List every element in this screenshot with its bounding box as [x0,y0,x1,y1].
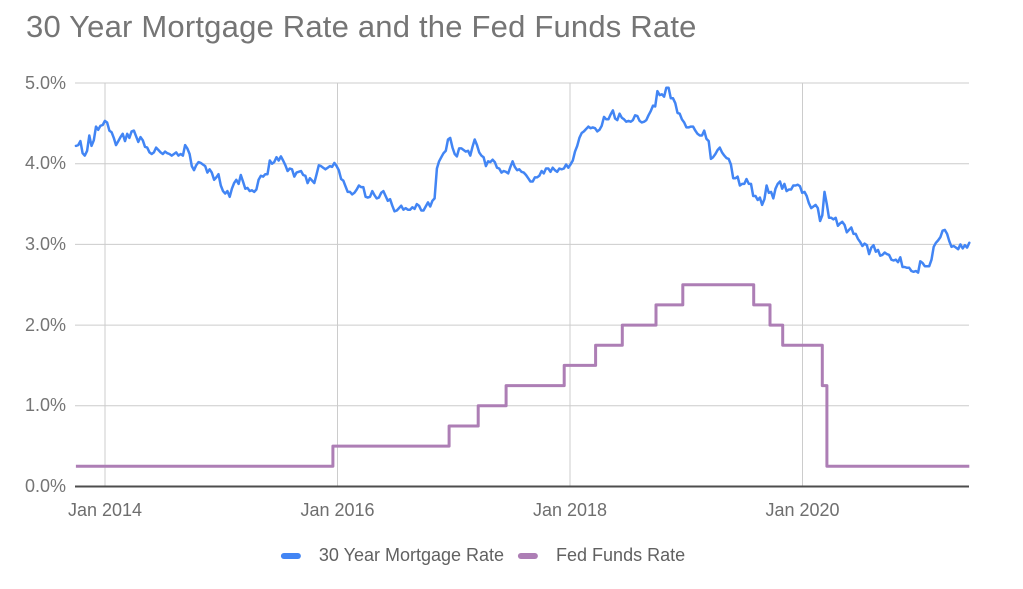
fedfunds-series-swatch-icon [518,552,539,559]
fed-funds-rate-line [75,283,970,468]
mortgage-series-label: 30 Year Mortgage Rate [318,545,505,565]
y-tick-label-5: 5.0% [24,72,66,93]
y-tick-label-2: 2.0% [24,314,66,335]
x-tick-label-2020: Jan 2020 [765,500,840,520]
legend: 30 Year Mortgage Rate Fed Funds Rate [280,545,685,566]
x-tick-label-2018: Jan 2018 [532,500,608,520]
y-tick-label-0: 0.0% [24,476,66,496]
y-tick-label-4: 4.0% [24,153,66,174]
mortgage-rate-line [74,86,971,274]
x-tick-label-2016: Jan 2016 [300,500,375,520]
legend-item-mortgage: 30 Year Mortgage Rate [280,545,505,566]
chart-title: 30 Year Mortgage Rate and the Fed Funds … [26,9,697,44]
fedfunds-series-label: Fed Funds Rate [556,545,686,565]
y-tick-label-3: 3.0% [24,233,66,254]
x-tick-label-2014: Jan 2014 [67,500,143,520]
mortgage-series-swatch-icon [280,552,301,559]
y-tick-label-1: 1.0% [24,395,66,416]
legend-item-fedfunds: Fed Funds Rate [518,545,685,566]
